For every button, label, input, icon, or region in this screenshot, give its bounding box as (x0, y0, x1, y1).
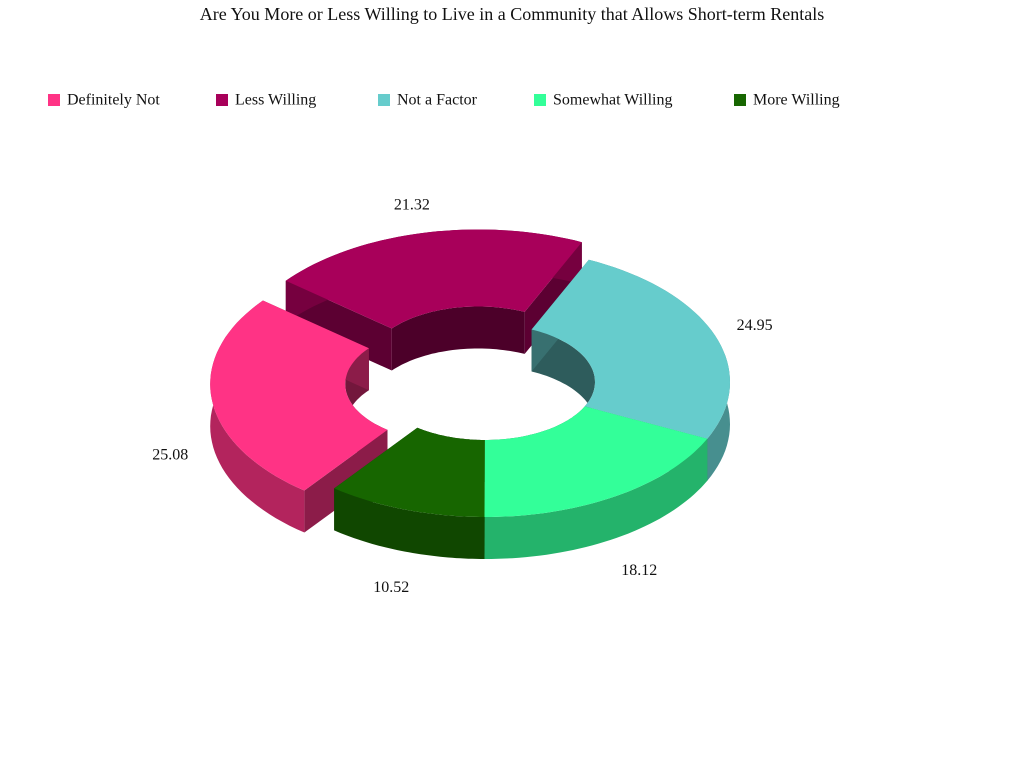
value-label: 24.95 (737, 317, 773, 334)
legend-swatch (534, 94, 546, 106)
legend-swatch (216, 94, 228, 106)
value-label: 25.08 (152, 446, 188, 463)
legend-swatch (734, 94, 746, 106)
legend: Definitely Not Less Willing Not a Factor So… (48, 92, 840, 109)
chart-title: Are You More or Less Willing to Live in … (200, 4, 824, 24)
legend-label: Definitely Not (67, 92, 160, 109)
donut-tops (210, 230, 730, 518)
value-label: 21.32 (394, 197, 430, 214)
value-label: 10.52 (373, 579, 409, 596)
legend-label: Less Willing (235, 92, 316, 109)
legend-swatch (48, 94, 60, 106)
legend-label: Not a Factor (397, 92, 478, 109)
legend-swatch (378, 94, 390, 106)
value-label: 18.12 (621, 562, 657, 579)
legend-label: Somewhat Willing (553, 92, 673, 109)
legend-label: More Willing (753, 92, 840, 109)
